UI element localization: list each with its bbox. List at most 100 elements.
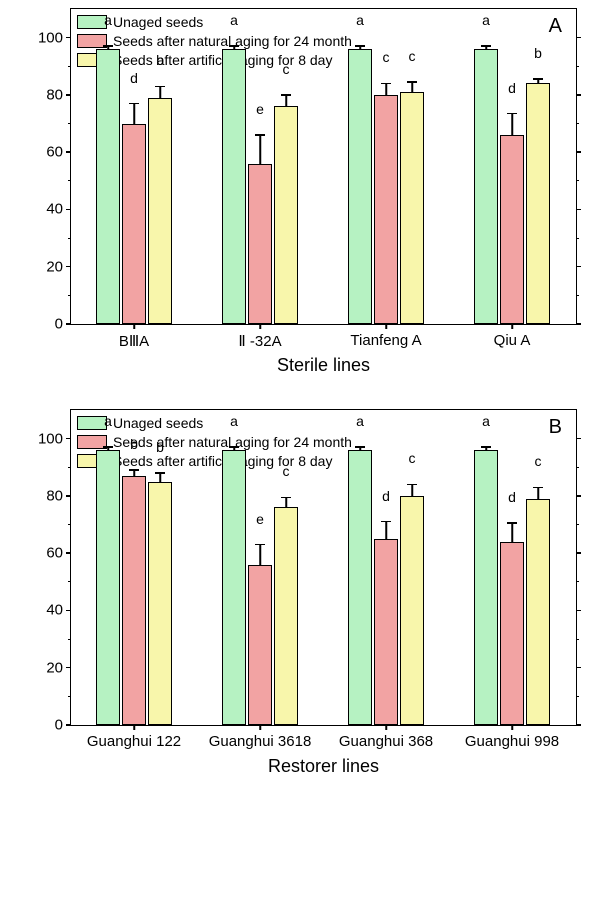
bar [222, 450, 246, 725]
y-tick-mark [66, 724, 71, 726]
y-tick-mark [576, 667, 581, 669]
significance-letter: c [409, 450, 416, 466]
y-tick-minor [576, 639, 579, 640]
legend-item: Seeds after natural aging for 24 month [77, 32, 352, 51]
error-cap [103, 446, 113, 448]
error-cap [355, 446, 365, 448]
significance-letter: d [508, 80, 516, 96]
error-cap [407, 81, 417, 83]
plot-area: B Unaged seedsSeeds after natural aging f… [70, 409, 577, 726]
y-tick-mark [576, 209, 581, 211]
y-tick-minor [68, 467, 71, 468]
y-tick-minor [68, 581, 71, 582]
error-bar [159, 86, 161, 97]
y-tick-mark [66, 209, 71, 211]
plot-area: AUnaged seedsSeeds after natural aging f… [70, 8, 577, 325]
error-bar [411, 484, 413, 495]
y-tick-minor [576, 467, 579, 468]
error-cap [355, 45, 365, 47]
y-tick-mark [66, 552, 71, 554]
error-cap [255, 544, 265, 546]
legend-item: Unaged seeds [77, 414, 352, 433]
y-tick-mark [66, 438, 71, 440]
bar [374, 539, 398, 725]
bar [148, 98, 172, 324]
legend-label: Unaged seeds [113, 414, 203, 433]
significance-letter: a [356, 12, 364, 28]
bar [348, 450, 372, 725]
legend-label: Unaged seeds [113, 13, 203, 32]
bar [526, 499, 550, 725]
x-axis-label: Restorer lines [70, 756, 577, 777]
significance-letter: c [383, 49, 390, 65]
significance-letter: a [104, 12, 112, 28]
y-tick-mark [66, 37, 71, 39]
y-tick-mark [66, 266, 71, 268]
significance-letter: b [156, 439, 164, 455]
error-cap [155, 86, 165, 88]
error-cap [129, 469, 139, 471]
y-tick-minor [576, 581, 579, 582]
significance-letter: d [382, 488, 390, 504]
error-cap [381, 521, 391, 523]
error-bar [133, 104, 135, 124]
significance-letter: a [356, 413, 364, 429]
bar [526, 83, 550, 324]
legend-item: Unaged seeds [77, 13, 352, 32]
y-tick-minor [68, 639, 71, 640]
y-tick-minor [68, 295, 71, 296]
significance-letter: a [104, 413, 112, 429]
y-tick-mark [576, 495, 581, 497]
y-tick-mark [576, 151, 581, 153]
bar [500, 135, 524, 324]
y-tick-mark [576, 610, 581, 612]
legend-item: Seeds after natural aging for 24 month [77, 433, 352, 452]
x-tick-label: Tianfeng A [350, 324, 421, 349]
error-cap [407, 484, 417, 486]
error-cap [507, 113, 517, 115]
y-tick-mark [576, 94, 581, 96]
x-tick-label: Guanghui 368 [339, 725, 433, 750]
error-cap [481, 45, 491, 47]
y-tick-mark [66, 151, 71, 153]
bar [248, 565, 272, 725]
y-tick-minor [68, 696, 71, 697]
bar [400, 92, 424, 324]
error-cap [229, 446, 239, 448]
bar [122, 124, 146, 324]
error-bar [411, 82, 413, 92]
x-tick-label: BⅢA [119, 324, 149, 350]
y-tick-minor [576, 123, 579, 124]
y-tick-mark [576, 438, 581, 440]
y-tick-minor [576, 238, 579, 239]
bar [474, 49, 498, 324]
significance-letter: c [409, 48, 416, 64]
significance-letter: c [535, 453, 542, 469]
panel-letter: B [549, 416, 562, 439]
error-cap [533, 78, 543, 80]
bar [274, 507, 298, 725]
significance-letter: c [283, 463, 290, 479]
error-cap [281, 94, 291, 96]
bar [222, 49, 246, 324]
bar [248, 164, 272, 324]
error-bar [385, 83, 387, 94]
significance-letter: b [534, 45, 542, 61]
y-tick-mark [66, 495, 71, 497]
y-tick-minor [68, 238, 71, 239]
x-tick-label: Guanghui 122 [87, 725, 181, 750]
x-tick-label: Guanghui 3618 [209, 725, 312, 750]
significance-letter: b [130, 436, 138, 452]
error-bar [159, 473, 161, 482]
panel-A: Germination percentage (%)AUnaged seedsS… [0, 0, 597, 401]
y-tick-minor [68, 123, 71, 124]
y-tick-mark [576, 37, 581, 39]
bar [500, 542, 524, 725]
y-tick-mark [576, 323, 581, 325]
x-tick-label: Guanghui 998 [465, 725, 559, 750]
y-tick-mark [576, 552, 581, 554]
bar [400, 496, 424, 725]
bar [348, 49, 372, 324]
error-bar [511, 523, 513, 542]
bar [96, 49, 120, 324]
